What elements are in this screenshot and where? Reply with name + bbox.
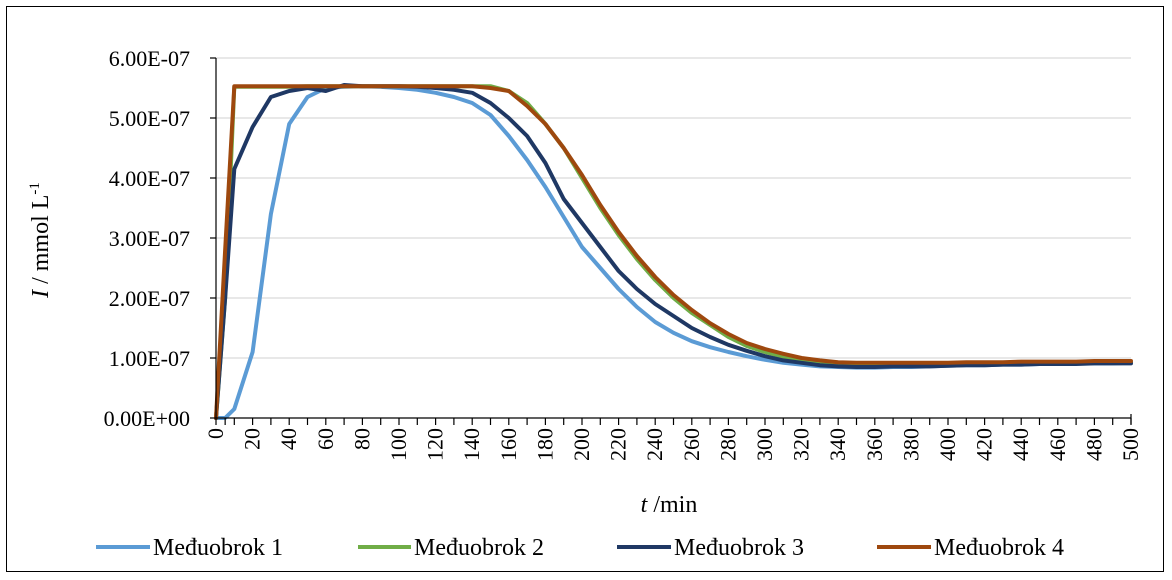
- legend-label: Međuobrok 4: [934, 535, 1064, 561]
- x-tick-label: 280: [715, 428, 740, 461]
- x-tick-label: 160: [496, 428, 521, 461]
- x-axis-title-rest: /min: [647, 492, 697, 518]
- x-tick-label: 500: [1118, 428, 1143, 461]
- series-line: [214, 84, 1133, 420]
- legend-label: Međuobrok 3: [674, 535, 804, 561]
- legend-item: Međuobrok 3: [617, 535, 804, 561]
- x-tick-label: 120: [423, 428, 448, 461]
- x-tick-label: 0: [203, 428, 228, 439]
- x-tick-label: 460: [1045, 428, 1070, 461]
- axes: [210, 57, 1132, 425]
- x-tick-label: 340: [825, 428, 850, 461]
- y-tick-label: 0.00E+00: [104, 406, 190, 431]
- series-lines: [214, 83, 1133, 420]
- legend-item: Međuobrok 4: [877, 535, 1064, 561]
- x-tick-label: 40: [276, 428, 301, 450]
- x-tick-label: 20: [240, 428, 265, 450]
- legend-label: Međuobrok 2: [414, 535, 544, 561]
- x-tick-label: 140: [459, 428, 484, 461]
- x-tick-label: 80: [349, 428, 374, 450]
- x-tick-label: 320: [789, 428, 814, 461]
- legend-label: Međuobrok 1: [153, 535, 283, 561]
- y-tick-label: 2.00E-07: [109, 286, 190, 311]
- legend: Međuobrok 1 Međuobrok 2 Međuobrok 3 Međuobr…: [96, 535, 1064, 561]
- y-axis-title: I / mmol L-1: [27, 182, 54, 299]
- x-tick-label: 380: [898, 428, 923, 461]
- x-tick-label: 100: [386, 428, 411, 461]
- x-tick-label: 480: [1081, 428, 1106, 461]
- x-tick-label: 360: [862, 428, 887, 461]
- series-line: [214, 83, 1133, 420]
- chart-frame: [6, 6, 1164, 572]
- y-tick-label: 5.00E-07: [109, 106, 190, 131]
- y-tick-label: 6.00E-07: [109, 46, 190, 71]
- x-tick-label: 180: [532, 428, 557, 461]
- x-tick-label: 420: [972, 428, 997, 461]
- x-tick-label: 400: [935, 428, 960, 461]
- x-tick-label: 240: [642, 428, 667, 461]
- legend-item: Međuobrok 1: [96, 535, 283, 561]
- x-tick-label: 220: [606, 428, 631, 461]
- legend-item: Međuobrok 2: [358, 535, 544, 561]
- series-line: [214, 84, 1133, 420]
- y-tick-label: 3.00E-07: [109, 226, 190, 251]
- x-axis-title: t /min: [641, 492, 698, 518]
- x-tick-label: 440: [1008, 428, 1033, 461]
- y-axis-title-sup: -1: [27, 182, 43, 195]
- gridlines: [216, 57, 1131, 359]
- tick-labels: 0.00E+00 1.00E-07 2.00E-07 3.00E-07 4.00E-07…: [104, 46, 1143, 461]
- x-axis-title-italic: t: [641, 492, 649, 518]
- x-tick-label: 60: [313, 428, 338, 450]
- y-axis-title-rest: / mmol L: [28, 195, 54, 290]
- y-tick-label: 4.00E-07: [109, 166, 190, 191]
- x-tick-label: 260: [679, 428, 704, 461]
- x-tick-label: 200: [569, 428, 594, 461]
- x-tick-label: 300: [752, 428, 777, 461]
- y-axis-title-italic: I: [28, 289, 54, 299]
- y-tick-label: 1.00E-07: [109, 346, 190, 371]
- series-line: [214, 84, 1133, 420]
